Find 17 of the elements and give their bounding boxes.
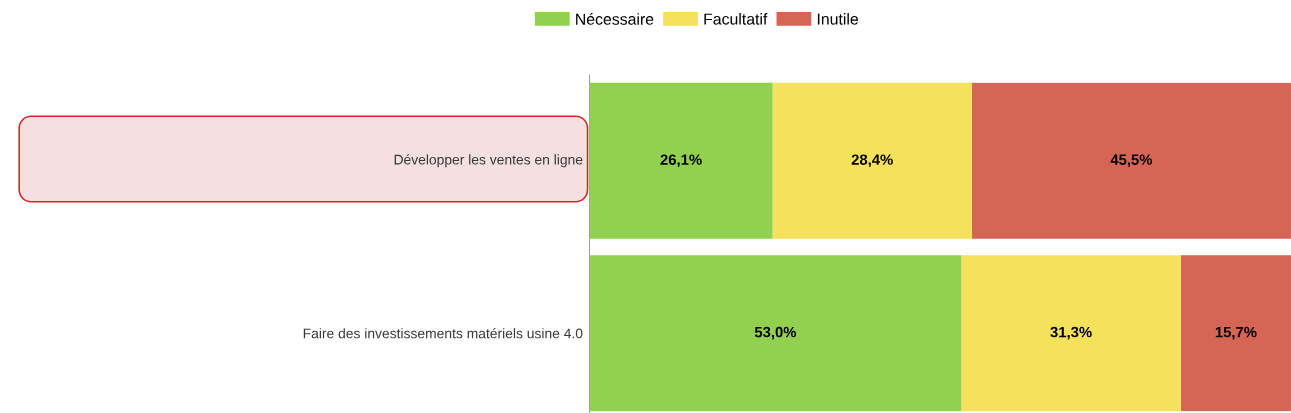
bar — [961, 255, 1181, 411]
data-label: 53,0% — [754, 326, 797, 340]
data-label: 45,5% — [1110, 154, 1153, 167]
data-label: 31,3% — [1050, 326, 1092, 340]
bar — [772, 82, 972, 239]
y-tick-label: Faire des investissements matériels usine 4.0 — [303, 327, 583, 339]
data-label: 15,7% — [1215, 326, 1257, 340]
bar — [1180, 255, 1291, 411]
legend-label: Inutile — [817, 12, 859, 25]
legend-label: Nécessaire — [576, 12, 654, 25]
bar — [589, 82, 773, 239]
y-tick-label: Développer les ventes en ligne — [394, 154, 583, 168]
bar — [589, 255, 962, 411]
bar — [971, 82, 1291, 239]
legend-label: Facultatif — [704, 12, 768, 25]
data-label: 26,1% — [660, 154, 702, 167]
data-label: 28,4% — [851, 154, 893, 167]
